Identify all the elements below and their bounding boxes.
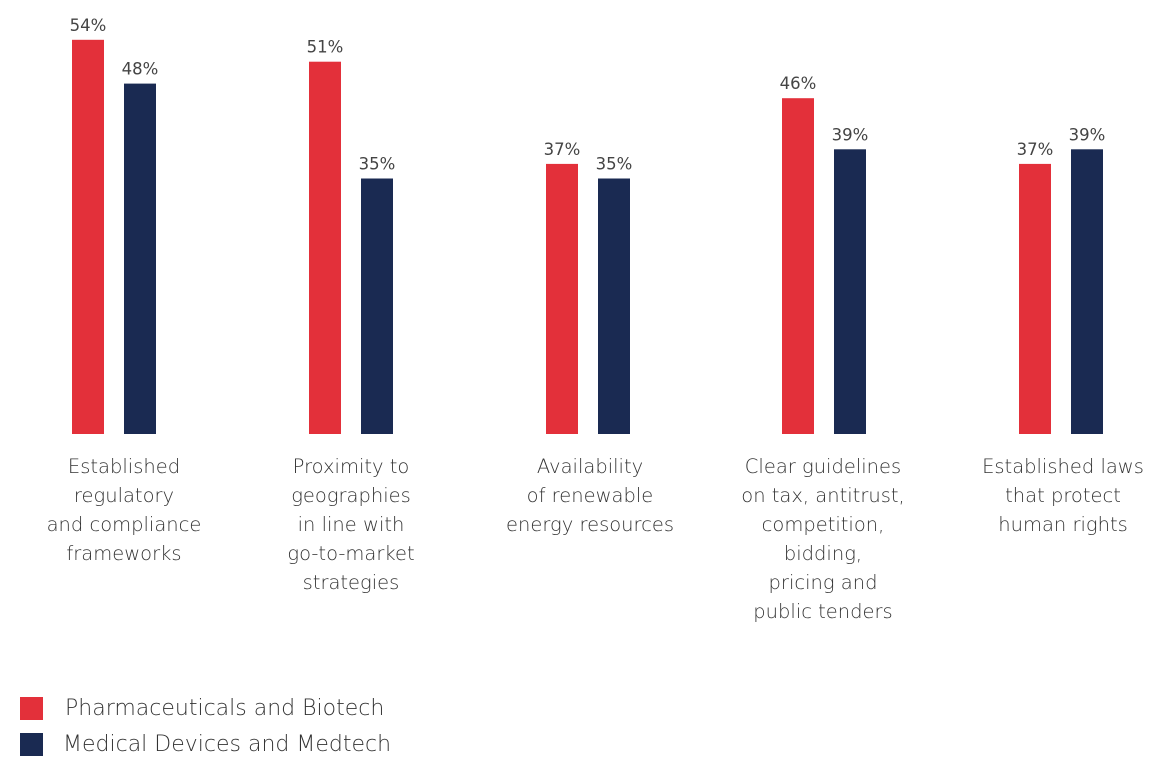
category-label-2: Proximity to geographies in line with go… [287,455,415,594]
legend-item-medtech: Medical Devices and Medtech [20,726,391,762]
bar-pharma-5 [1019,163,1051,434]
legend-label-pharma: Pharmaceuticals and Biotech [65,695,385,721]
data-label-pharma-2: 51% [307,38,344,57]
bar-medtech-5 [1071,149,1103,435]
bar-medtech-3 [598,178,630,434]
bar-pharma-1 [72,39,104,435]
data-label-medtech-1: 48% [122,60,159,79]
legend-item-pharma: Pharmaceuticals and Biotech [20,690,391,726]
data-label-medtech-4: 39% [832,125,869,144]
bar-pharma-4 [782,98,814,434]
legend-label-medtech: Medical Devices and Medtech [63,731,392,757]
legend-swatch-medtech [20,732,43,756]
bar-pharma-3 [546,163,578,434]
bar-medtech-1 [124,83,156,434]
category-label-4: Clear guidelines on tax, antitrust, comp… [741,455,905,623]
bar-pharma-2 [309,61,341,434]
bar-medtech-4 [834,149,866,435]
data-label-pharma-3: 37% [544,140,581,159]
category-label-3: Availability of renewable energy resourc… [506,455,674,536]
category-label-1: Established regulatory and compliance fr… [46,455,202,565]
data-label-pharma-5: 37% [1017,140,1054,159]
category-label-5: Established laws that protect human righ… [982,455,1144,536]
data-label-medtech-2: 35% [359,155,396,174]
bar-plot: 54% 48% 51% 35% 37% 35% 46% 39% 37% 39% [70,16,1106,435]
data-label-pharma-1: 54% [70,16,107,35]
bar-medtech-2 [361,178,393,434]
legend: Pharmaceuticals and Biotech Medical Devi… [20,690,391,762]
data-label-medtech-3: 35% [596,155,633,174]
legend-swatch-pharma [20,696,43,720]
data-label-medtech-5: 39% [1069,125,1106,144]
data-label-pharma-4: 46% [780,74,817,93]
